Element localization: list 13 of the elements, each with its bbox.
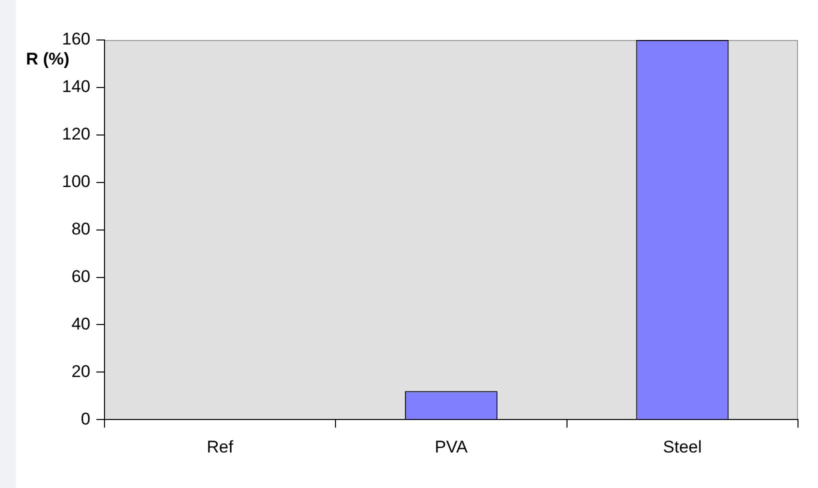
y-tick-label: 40 bbox=[71, 314, 90, 334]
y-axis-title: R (%) bbox=[26, 50, 70, 69]
y-tick-label: 20 bbox=[71, 362, 90, 381]
x-tick-label: Steel bbox=[663, 437, 702, 456]
y-tick-label: 60 bbox=[71, 266, 90, 286]
y-tick-label: 120 bbox=[62, 124, 90, 144]
y-tick-label: 0 bbox=[80, 409, 90, 428]
x-tick-label: PVA bbox=[434, 437, 468, 456]
y-tick-label: 140 bbox=[62, 77, 90, 96]
y-tick-label: 80 bbox=[71, 219, 90, 238]
y-tick-label: 160 bbox=[62, 30, 90, 49]
y-tick-label: 100 bbox=[62, 172, 90, 192]
x-tick-label: Ref bbox=[206, 437, 234, 456]
